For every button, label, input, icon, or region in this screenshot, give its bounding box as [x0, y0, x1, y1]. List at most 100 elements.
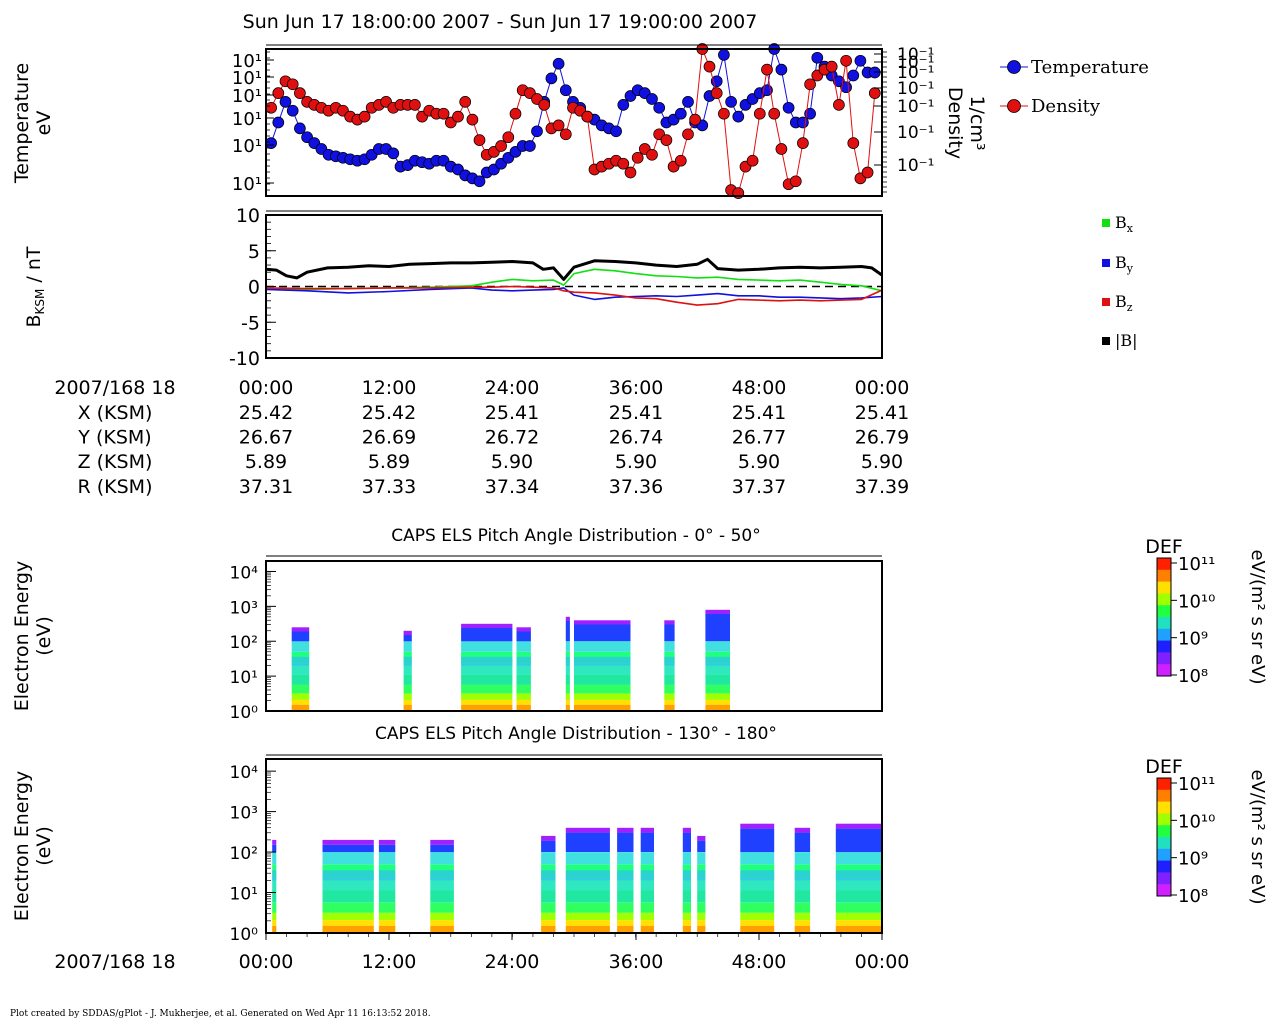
ephemeris-value: 25.42 [239, 402, 293, 424]
energy-tick-label: 10⁴ [230, 763, 259, 783]
pad-axis-unit-0-50: (eV) [33, 616, 55, 656]
spectrogram-cell [617, 890, 634, 903]
spectrogram-cell [565, 920, 610, 926]
spectrogram-cell [574, 620, 631, 625]
energy-tick-label: 10⁰ [230, 925, 259, 945]
density-point [825, 60, 838, 73]
ephemeris-value: 37.39 [855, 476, 909, 498]
spectrogram-cell [378, 890, 396, 903]
spectrogram-cell [740, 828, 775, 853]
colorbar-label: DEF [1145, 756, 1183, 778]
bmag-line [265, 257, 883, 281]
spectrogram-cell [322, 870, 374, 881]
density-point [559, 128, 572, 141]
temperature-point [682, 96, 694, 108]
spectrogram-cell [682, 852, 691, 865]
pad-frame-0-50 [265, 560, 883, 712]
spectrogram-cell [516, 656, 531, 666]
energy-tick-label: 10² [230, 633, 258, 653]
spectrogram-cell [565, 693, 570, 700]
energy-tick-label: 10⁴ [230, 563, 259, 583]
density-point [753, 107, 766, 120]
ephemeris-value: 5.90 [738, 451, 780, 473]
spectrogram-cell [617, 912, 634, 921]
spectrogram-cell [740, 823, 775, 829]
spectrogram-cell [682, 827, 691, 833]
spectrogram-cell [430, 902, 454, 913]
density-point [646, 148, 658, 161]
spectrogram-cell [835, 890, 882, 903]
pad-panel-130-180: CAPS ELS Pitch Angle Distribution - 130°… [11, 724, 1268, 973]
spectrogram-cell [378, 920, 396, 926]
spectrogram-cell [574, 663, 631, 675]
spectrogram-cell [682, 832, 691, 852]
density-point [768, 107, 781, 120]
spectrogram-cell [664, 674, 675, 685]
density-point [761, 63, 773, 76]
spectrogram-cell [565, 878, 610, 891]
ephemeris-row-label: X (KSM) [78, 402, 153, 424]
spectrogram-cell [574, 699, 631, 705]
colorbar-segment [1157, 778, 1171, 791]
spectrogram-cell [705, 609, 730, 614]
legend-by-swatch [1102, 259, 1110, 267]
colorbar-segment [1157, 837, 1171, 850]
ephemeris-value: 5.89 [245, 451, 287, 473]
ephemeris-value: 5.89 [368, 451, 410, 473]
spectrogram-cell [835, 852, 882, 865]
bottom-time-ticks: 00:00 12:00 24:00 36:00 48:00 00:00 [239, 933, 909, 973]
spectrogram-cell [835, 925, 882, 933]
spectrogram-cell [697, 840, 706, 852]
density-tick-label: 10⁻¹ [897, 79, 934, 99]
magnetic-field-tick-label: -5 [241, 312, 260, 334]
spectrogram-cell [461, 623, 513, 628]
colorbar-tick-label: 10⁸ [1178, 886, 1208, 907]
spectrogram-cell [378, 852, 396, 865]
ephemeris-value: 26.79 [855, 427, 909, 449]
spectrogram-cell [664, 704, 675, 711]
pad-axis-unit-130-180: (eV) [33, 826, 55, 866]
temperature-point [552, 57, 565, 70]
plasma-legend: Temperature Density [1000, 57, 1149, 117]
spectrogram-cell [516, 684, 531, 694]
spectrogram-cell [272, 844, 277, 853]
plasma-frame [265, 48, 883, 197]
temperature-point [617, 99, 630, 111]
density-point [538, 99, 551, 111]
bottom-time-tick-label: 36:00 [609, 951, 664, 973]
spectrogram-cell [461, 699, 513, 705]
density-point [358, 110, 371, 123]
colorbar-tick-label: 10⁹ [1178, 629, 1208, 650]
energy-tick-label: 10¹ [230, 668, 258, 688]
spectrogram-cell [272, 852, 277, 865]
spectrogram-cell [541, 835, 556, 841]
temperature-point [610, 125, 622, 138]
density-point [804, 78, 816, 91]
temperature-point [653, 101, 666, 114]
spectrogram-cell [378, 870, 396, 881]
legend-bx-label: Bx [1115, 213, 1134, 235]
spectrogram-cell [516, 674, 531, 685]
spectrogram-cell [322, 912, 374, 921]
colorbar-frame [1156, 557, 1172, 677]
spectrogram-cell [664, 620, 675, 625]
spectrogram-cell [291, 699, 310, 705]
spectrogram-cell [697, 852, 706, 865]
temperature-point [545, 72, 558, 85]
spectrogram-cell [697, 925, 706, 933]
spectrogram-cell [705, 693, 730, 700]
colorbar-segment [1157, 664, 1171, 677]
temperature-axis-unit: eV [33, 111, 55, 136]
density-point [775, 143, 788, 155]
colorbar-tick-label: 10⁸ [1178, 666, 1208, 687]
spectrogram-cell [740, 870, 775, 881]
colorbar-segment [1157, 848, 1171, 862]
spectrogram-cell [461, 663, 513, 675]
spectrogram-cell [565, 890, 610, 903]
bottom-time-tick-label: 24:00 [485, 951, 540, 973]
ephemeris-value: 37.37 [732, 476, 786, 498]
spectrogram-cell [640, 870, 654, 881]
density-point [409, 99, 421, 111]
temperature-point [804, 107, 816, 120]
temperature-point [854, 54, 867, 67]
